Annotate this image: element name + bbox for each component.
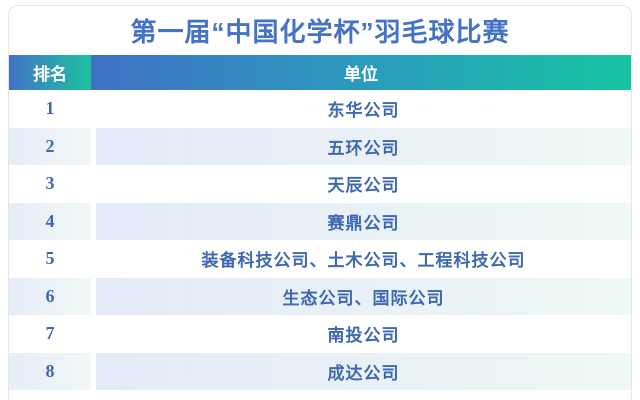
table-row: 2 五环公司 [9, 127, 631, 165]
table-row: 4 赛鼎公司 [9, 202, 631, 240]
column-header-unit: 单位 [91, 55, 631, 90]
table-row: 5 装备科技公司、土木公司、工程科技公司 [9, 240, 631, 278]
rank-cell: 8 [9, 352, 91, 390]
column-header-rank: 排名 [9, 55, 91, 90]
unit-cell: 南投公司 [96, 315, 631, 353]
table-body: 1 东华公司 2 五环公司 3 天辰公司 4 赛鼎公司 5 [9, 90, 631, 390]
unit-value: 赛鼎公司 [327, 213, 400, 233]
table-row: 1 东华公司 [9, 90, 631, 128]
rank-cell: 6 [9, 277, 91, 315]
unit-value: 五环公司 [327, 138, 400, 158]
table-header-row: 排名 单位 [9, 55, 631, 90]
unit-value: 南投公司 [327, 326, 400, 346]
rank-value: 5 [45, 248, 55, 269]
rank-cell: 2 [9, 127, 91, 165]
table-row: 7 南投公司 [9, 315, 631, 353]
rank-cell: 3 [9, 165, 91, 203]
unit-cell: 东华公司 [96, 90, 631, 128]
unit-cell: 五环公司 [96, 127, 631, 165]
rank-value: 8 [45, 360, 55, 381]
rank-cell: 4 [9, 202, 91, 240]
unit-value: 东华公司 [327, 101, 400, 121]
column-header-unit-label: 单位 [344, 65, 378, 84]
results-card: 第一届“中国化学杯”羽毛球比赛 排名 单位 1 东华公司 2 五环公司 3 [8, 5, 632, 400]
rank-value: 7 [45, 323, 55, 344]
rank-cell: 1 [9, 90, 91, 128]
table-row: 3 天辰公司 [9, 165, 631, 203]
unit-cell: 装备科技公司、土木公司、工程科技公司 [96, 240, 631, 278]
rank-cell: 7 [9, 315, 91, 353]
unit-cell: 天辰公司 [96, 165, 631, 203]
table-row: 8 成达公司 [9, 352, 631, 390]
unit-value: 成达公司 [327, 363, 400, 383]
rank-value: 6 [45, 285, 55, 306]
unit-cell: 赛鼎公司 [96, 202, 631, 240]
title-bar: 第一届“中国化学杯”羽毛球比赛 [9, 6, 631, 55]
page-title: 第一届“中国化学杯”羽毛球比赛 [130, 17, 510, 47]
rank-value: 4 [45, 210, 55, 231]
rank-value: 2 [45, 135, 55, 156]
unit-value: 天辰公司 [327, 176, 400, 196]
unit-cell: 生态公司、国际公司 [96, 277, 631, 315]
table-row: 6 生态公司、国际公司 [9, 277, 631, 315]
rank-value: 3 [45, 173, 55, 194]
rank-value: 1 [45, 98, 55, 119]
rank-cell: 5 [9, 240, 91, 278]
unit-value: 生态公司、国际公司 [282, 288, 445, 308]
column-header-rank-label: 排名 [33, 65, 67, 84]
unit-cell: 成达公司 [96, 352, 631, 390]
unit-value: 装备科技公司、土木公司、工程科技公司 [201, 251, 526, 271]
results-table: 排名 单位 1 东华公司 2 五环公司 3 天辰公司 4 [9, 55, 631, 390]
